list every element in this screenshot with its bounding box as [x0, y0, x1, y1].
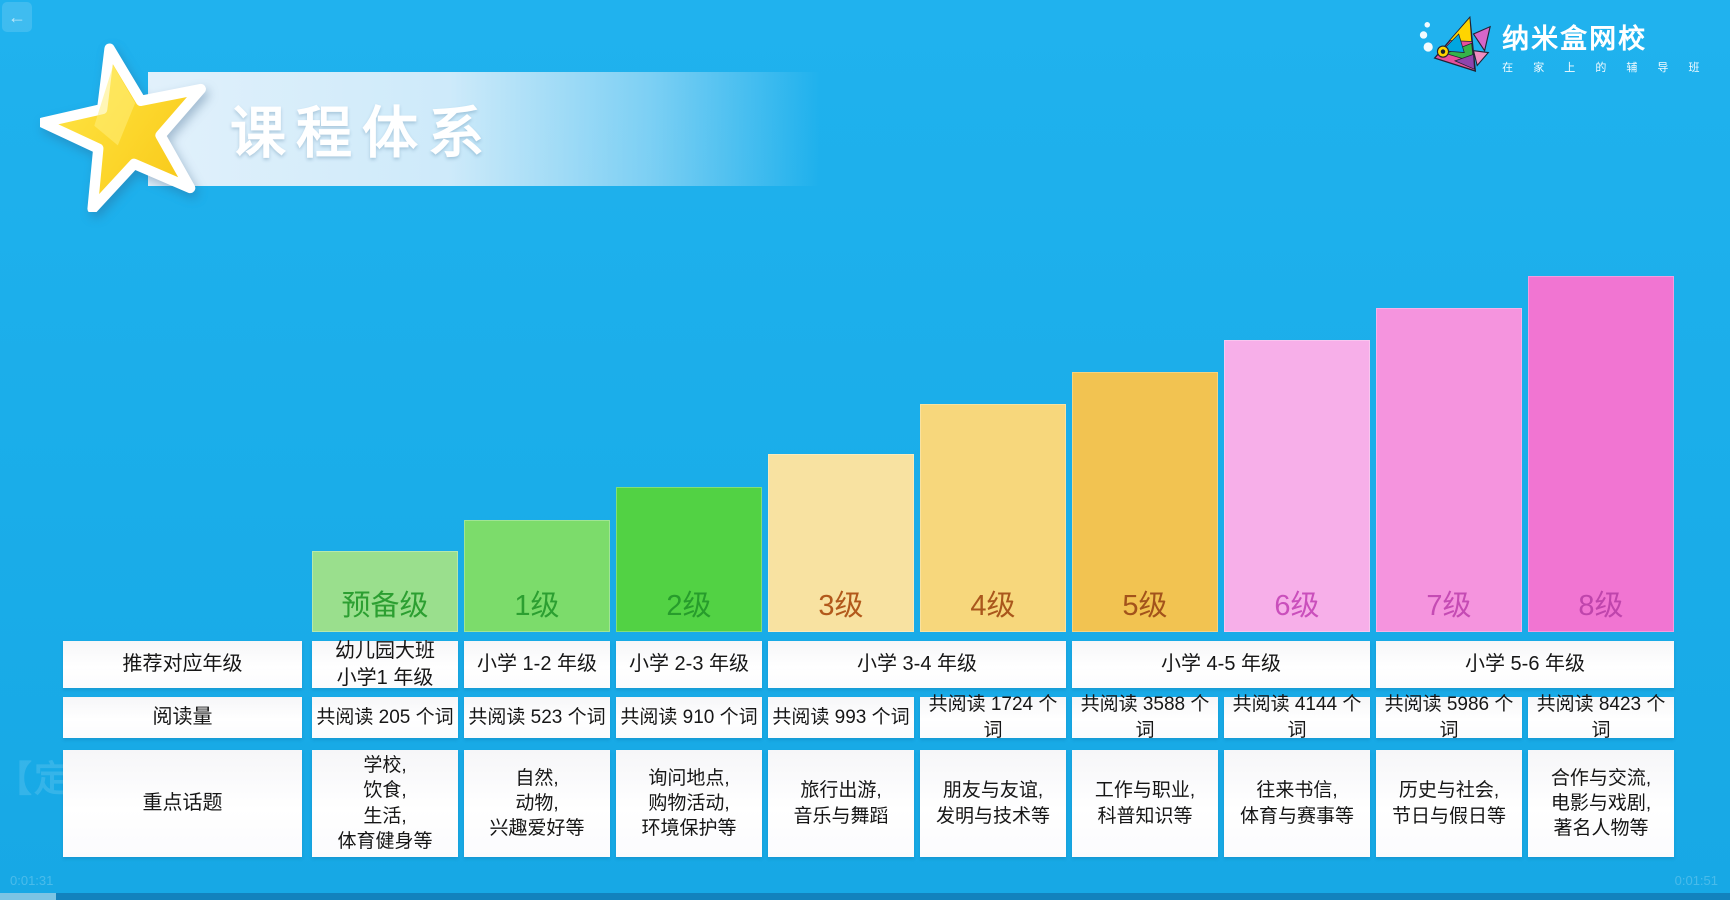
bar-label: 6级: [1274, 590, 1320, 622]
bar-label: 2级: [666, 590, 712, 622]
reading-cell: 共阅读 993 个词: [768, 697, 914, 738]
logo-name: 纳米盒网校: [1502, 23, 1648, 54]
level-bar-8: 7级: [1376, 308, 1522, 632]
topic-cell: 往来书信, 体育与赛事等: [1224, 750, 1370, 857]
level-bar-1: 预备级: [312, 551, 458, 632]
grade-cell: 小学 2-3 年级: [616, 641, 762, 688]
grade-cell: 小学 1-2 年级: [464, 641, 610, 688]
topic-cell: 旅行出游, 音乐与舞蹈: [768, 750, 914, 857]
bar-label: 5级: [1122, 590, 1168, 622]
grade-cell: 小学 5-6 年级: [1376, 641, 1674, 688]
grade-cell: 幼儿园大班 小学1 年级: [312, 640, 458, 689]
bar-label: 8级: [1578, 590, 1624, 622]
back-icon: ←: [8, 6, 26, 27]
topic-cell: 历史与社会, 节日与假日等: [1376, 750, 1522, 857]
level-bar-6: 5级: [1072, 372, 1218, 632]
logo-tagline: 在 家 上 的 辅 导 班: [1502, 62, 1708, 75]
row-header: 阅读量: [63, 697, 302, 738]
reading-cell: 共阅读 205 个词: [312, 697, 458, 738]
back-button[interactable]: ←: [2, 2, 32, 32]
bar-label: 1级: [514, 590, 560, 622]
level-bar-5: 4级: [920, 404, 1066, 632]
reading-cell: 共阅读 3588 个词: [1072, 694, 1218, 741]
level-bar-7: 6级: [1224, 340, 1370, 632]
player-time-current: 0:01:31: [10, 873, 54, 888]
row-header: 推荐对应年级: [63, 641, 302, 688]
topic-cell: 合作与交流, 电影与戏剧, 著名人物等: [1528, 750, 1674, 857]
reading-cell: 共阅读 523 个词: [464, 697, 610, 738]
level-bar-9: 8级: [1528, 276, 1674, 632]
topic-cell: 自然, 动物, 兴趣爱好等: [464, 750, 610, 857]
reading-cell: 共阅读 8423 个词: [1528, 694, 1674, 741]
bar-label: 7级: [1426, 590, 1472, 622]
player-progress-bar[interactable]: [0, 893, 1730, 900]
topic-cell: 询问地点, 购物活动, 环境保护等: [616, 750, 762, 857]
topic-cell: 学校, 饮食, 生活, 体育健身等: [312, 750, 458, 857]
reading-cell: 共阅读 5986 个词: [1376, 694, 1522, 741]
logo-fish-icon: [1418, 10, 1492, 89]
watermark-text: 【定: [0, 758, 73, 799]
grade-cell: 小学 3-4 年级: [768, 641, 1066, 688]
row-header: 重点话题: [63, 750, 302, 857]
topic-cell: 工作与职业, 科普知识等: [1072, 750, 1218, 857]
level-bar-4: 3级: [768, 454, 914, 632]
star-icon: [37, 40, 212, 214]
bar-label: 3级: [818, 590, 864, 622]
player-progress-played: [0, 893, 56, 900]
grade-cell: 小学 4-5 年级: [1072, 641, 1370, 688]
title-banner: 课程体系: [148, 72, 820, 186]
bar-label: 4级: [970, 590, 1016, 622]
brand-logo: 纳米盒网校 在 家 上 的 辅 导 班: [1418, 10, 1708, 89]
level-bar-2: 1级: [464, 520, 610, 632]
reading-cell: 共阅读 4144 个词: [1224, 694, 1370, 741]
level-bar-3: 2级: [616, 487, 762, 632]
page-title: 课程体系: [230, 101, 494, 165]
topic-cell: 朋友与友谊, 发明与技术等: [920, 750, 1066, 857]
reading-cell: 共阅读 1724 个词: [920, 694, 1066, 741]
player-time-total: 0:01:51: [1674, 873, 1718, 888]
reading-cell: 共阅读 910 个词: [616, 697, 762, 738]
bar-label: 预备级: [341, 590, 429, 622]
